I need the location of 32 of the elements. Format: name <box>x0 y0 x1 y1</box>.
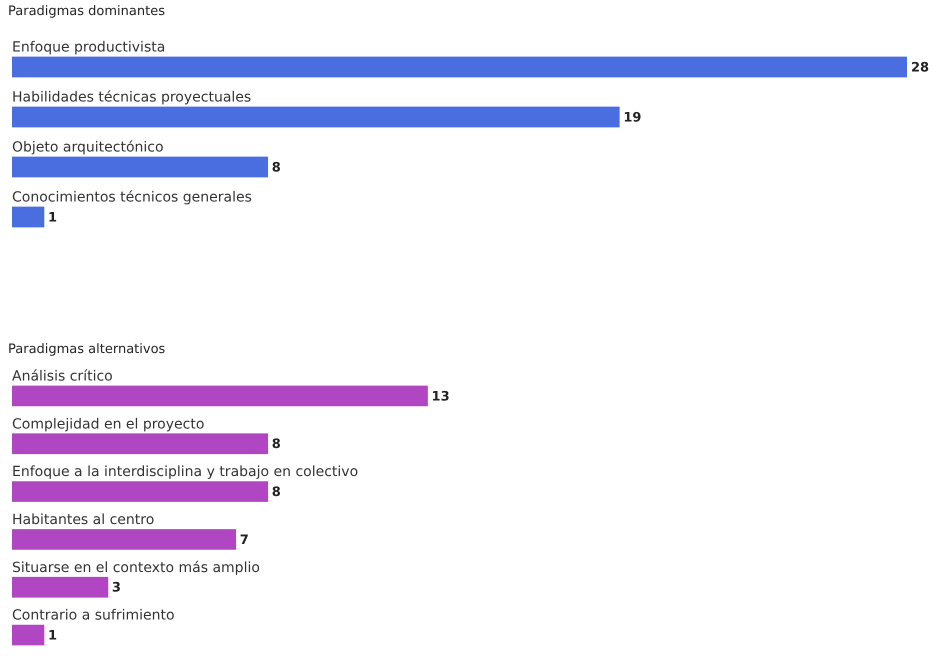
bar <box>12 106 620 128</box>
bar <box>12 206 44 228</box>
data-label: 8 <box>272 437 281 452</box>
y-tick-label: Contrario a sufrimiento <box>12 608 175 624</box>
data-label: 13 <box>432 389 450 404</box>
y-tick-label: Enfoque a la interdisciplina y trabajo en colectivo <box>12 464 358 480</box>
y-tick-label: Enfoque productivista <box>12 40 166 56</box>
data-label: 28 <box>911 60 930 76</box>
chart-title: Paradigmas dominantes <box>8 4 165 19</box>
y-tick-label: Situarse en el contexto más amplio <box>12 560 260 576</box>
bar <box>12 156 268 178</box>
y-tick-label: Habitantes al centro <box>12 512 154 528</box>
bar <box>12 529 236 550</box>
data-label: 7 <box>240 532 249 548</box>
y-tick-label: Habilidades técnicas proyectuales <box>12 90 252 106</box>
bar <box>12 576 108 598</box>
bar <box>12 624 44 646</box>
bar <box>12 56 907 78</box>
y-tick-label: Conocimientos técnicos generales <box>12 190 252 206</box>
y-tick-label: Objeto arquitectónico <box>12 140 164 156</box>
data-label: 8 <box>272 484 281 500</box>
bar <box>12 433 268 454</box>
data-label: 19 <box>623 110 642 126</box>
data-label: 3 <box>112 580 121 596</box>
y-tick-label: Análisis crítico <box>12 368 113 385</box>
y-tick-label: Complejidad en el proyecto <box>12 416 204 432</box>
data-label: 1 <box>48 628 58 644</box>
data-label: 1 <box>48 210 58 226</box>
bar <box>12 386 428 406</box>
data-label: 8 <box>272 160 281 176</box>
bar <box>12 481 268 502</box>
chart-title: Paradigmas alternativos <box>8 342 166 357</box>
